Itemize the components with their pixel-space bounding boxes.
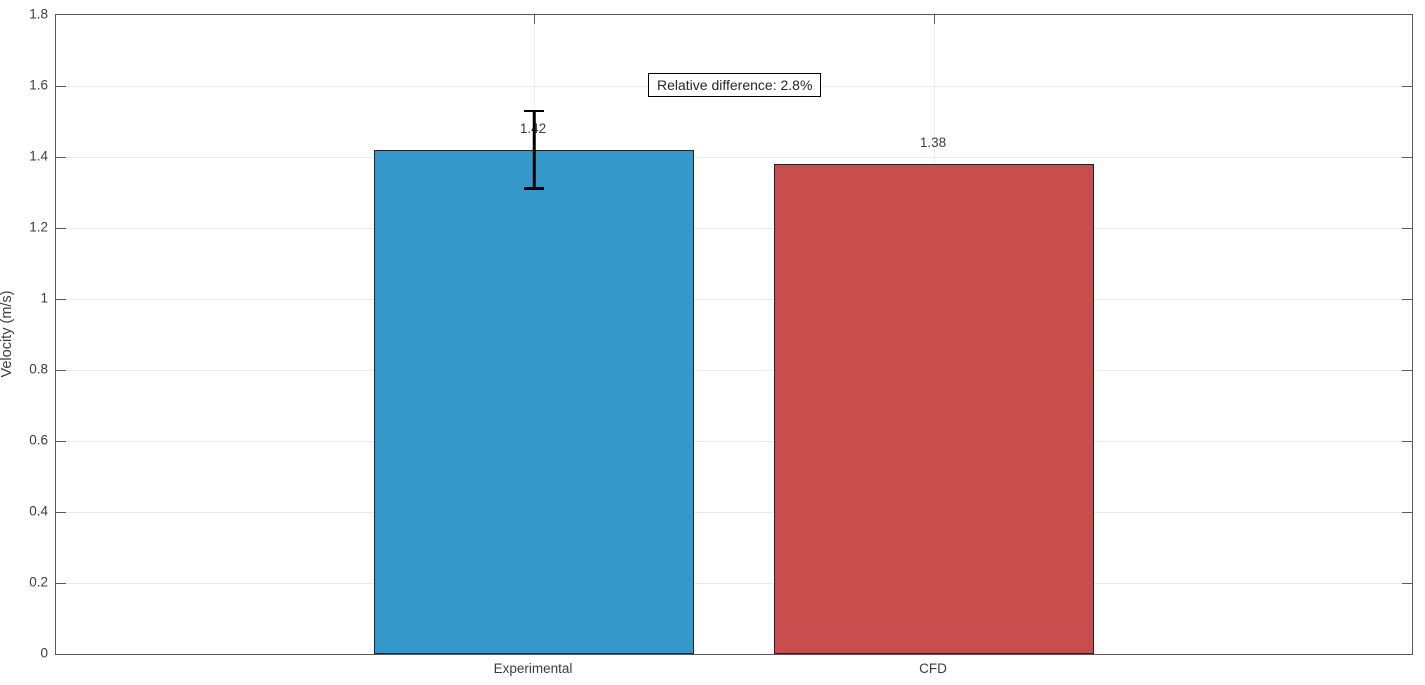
y-tick-mark-right [1402,440,1412,442]
y-gridline [56,156,1412,158]
y-gridline [56,369,1412,371]
y-tick-mark-left [56,582,66,584]
y-tick-label: 1.2 [29,219,48,235]
y-tick-label: 1.8 [29,6,48,22]
y-tick-mark-right [1402,85,1412,87]
y-tick-mark-right [1402,369,1412,371]
y-tick-mark-left [56,511,66,513]
y-tick-mark-left [56,369,66,371]
y-tick-mark-left [56,85,66,87]
y-gridline [56,227,1412,229]
y-gridline [56,298,1412,300]
y-tick-label: 0.6 [29,432,48,448]
x-tick-mark-top [533,15,535,24]
errorbar-cap-top [524,109,544,113]
bar-value-label: 1.38 [919,135,947,151]
errorbar-cap-bottom [524,187,544,190]
y-tick-label: 0.2 [29,574,48,590]
y-tick-mark-right [1402,511,1412,513]
y-tick-label: 0.8 [29,361,48,377]
y-gridline [56,582,1412,584]
x-tick-mark-top [933,15,935,24]
y-tick-mark-right [1402,298,1412,300]
bar-experimental [374,149,694,654]
y-tick-mark-right [1402,227,1412,229]
y-gridline [56,440,1412,442]
errorbar-line [532,110,536,189]
y-tick-mark-right [1402,156,1412,158]
y-tick-mark-right [1402,582,1412,584]
y-tick-mark-left [56,440,66,442]
plot-area [55,14,1413,655]
relative-difference-annotation: Relative difference: 2.8% [648,73,822,97]
y-tick-label: 1 [40,290,48,306]
y-tick-mark-left [56,227,66,229]
y-tick-label: 0.4 [29,503,48,519]
y-tick-mark-left [56,156,66,158]
y-tick-label: 1.4 [29,148,48,164]
x-tick-label-cfd: CFD [919,661,947,676]
y-tick-mark-left [56,298,66,300]
bar-cfd [774,164,1094,654]
y-tick-label: 1.6 [29,77,48,93]
y-gridline [56,511,1412,513]
y-tick-label: 0 [40,645,48,661]
x-tick-label-experimental: Experimental [493,661,573,676]
